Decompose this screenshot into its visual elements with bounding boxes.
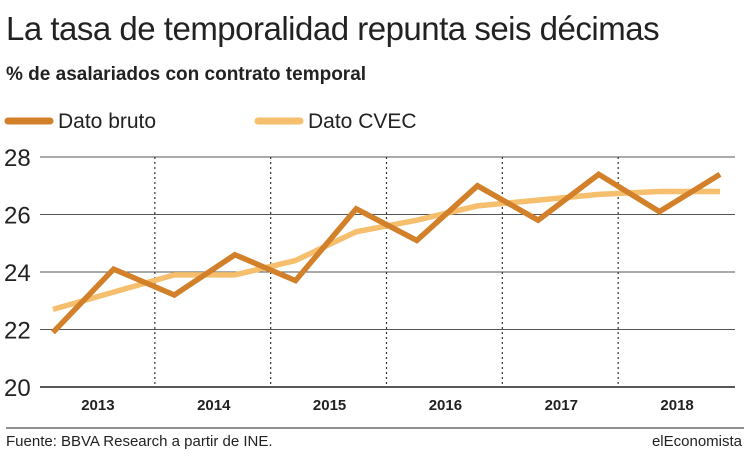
- y-axis: 20 22 24 26 28: [4, 145, 31, 402]
- legend-label-dato-cvec: Dato CVEC: [308, 110, 417, 133]
- x-tick-label: 2015: [313, 397, 346, 414]
- source-note: Fuente: BBVA Research a partir de INE.: [6, 433, 273, 450]
- x-tick-label: 2014: [197, 397, 231, 414]
- series-lines: [51, 170, 722, 335]
- chart-subtitle: % de asalariados con contrato temporal: [6, 64, 367, 85]
- y-tick-label: 22: [4, 318, 31, 345]
- brand-logo: elEconomista: [651, 433, 742, 450]
- x-axis: 2013 2014 2015 2016 2017 2018: [81, 397, 694, 414]
- y-tick-label: 20: [4, 375, 31, 402]
- series-line-dato-bruto: [51, 170, 722, 335]
- chart-title: La tasa de temporalidad repunta seis déc…: [6, 10, 660, 47]
- x-tick-label: 2013: [81, 397, 114, 414]
- y-tick-label: 24: [4, 260, 31, 287]
- x-tick-label: 2016: [429, 397, 462, 414]
- series-line-dato-cvec: [52, 188, 720, 313]
- y-tick-label: 28: [4, 145, 31, 172]
- y-tick-label: 26: [4, 203, 31, 230]
- legend: Dato bruto Dato CVEC: [4, 110, 417, 133]
- x-tick-label: 2017: [545, 397, 578, 414]
- legend-label-dato-bruto: Dato bruto: [58, 110, 156, 133]
- x-tick-label: 2018: [660, 397, 693, 414]
